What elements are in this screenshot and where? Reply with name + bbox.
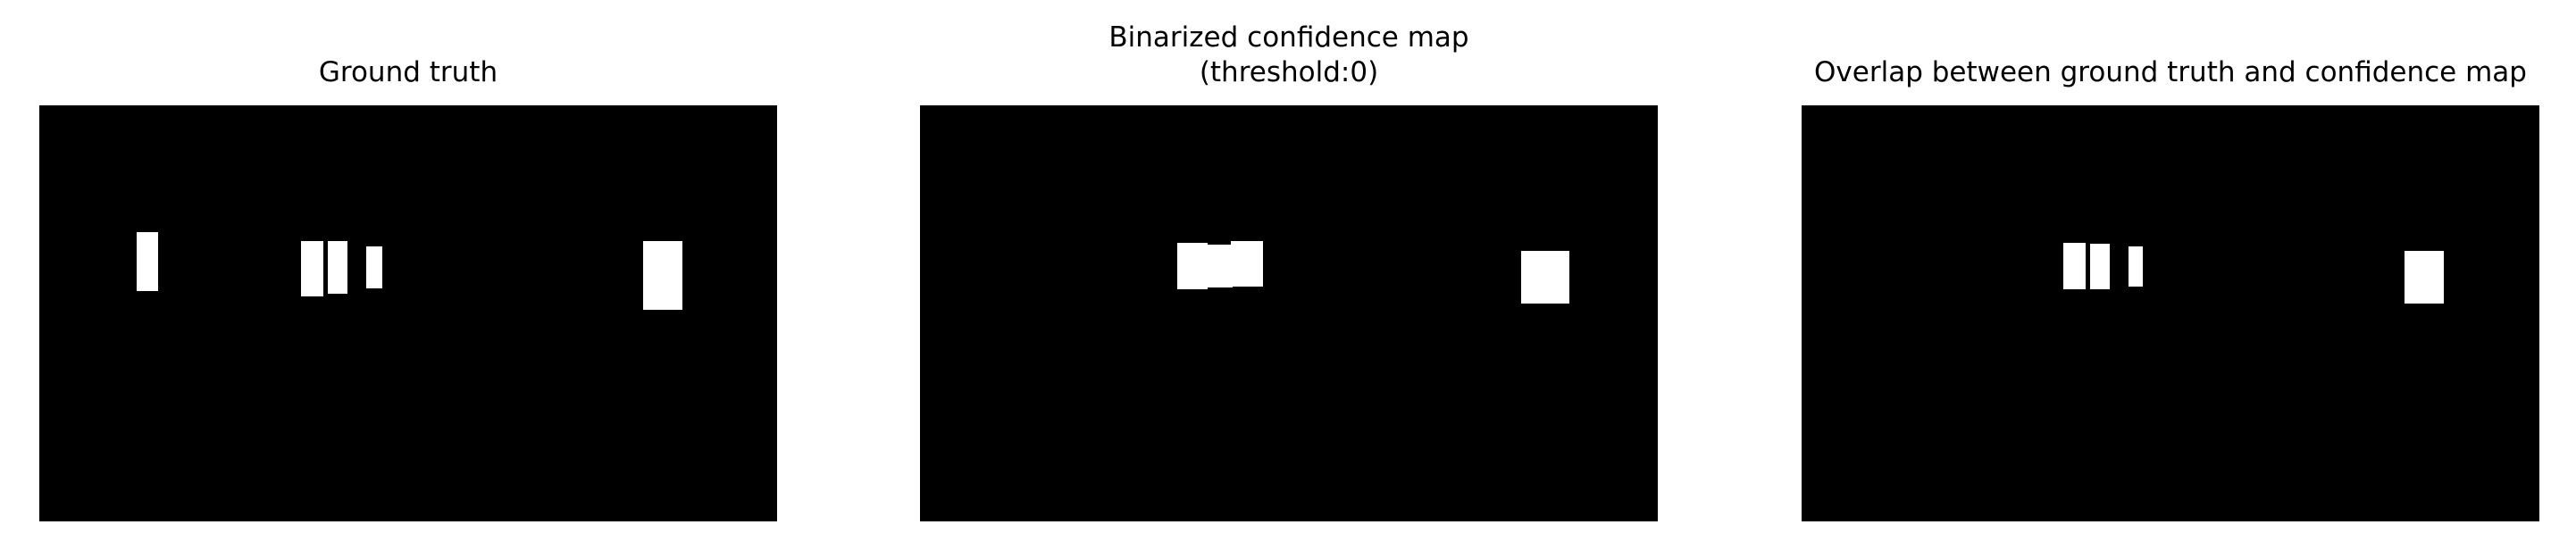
panel-title-ground-truth: Ground truth bbox=[318, 56, 498, 88]
ground-truth-image bbox=[39, 105, 777, 521]
mask-region bbox=[2129, 246, 2143, 287]
mask-region bbox=[366, 246, 382, 288]
mask-region bbox=[2090, 244, 2110, 289]
mask-region bbox=[2405, 251, 2444, 304]
mask-region bbox=[2063, 243, 2086, 289]
panel-title-overlap: Overlap between ground truth and confide… bbox=[1814, 56, 2527, 88]
confidence-map-image bbox=[920, 105, 1658, 521]
overlap-image bbox=[1802, 105, 2539, 521]
mask-region bbox=[137, 232, 158, 291]
mask-region bbox=[1521, 251, 1569, 304]
mask-region bbox=[643, 241, 682, 310]
mask-region bbox=[328, 241, 347, 294]
panel-title-confidence-map: Binarized confidence map (threshold:0) bbox=[1108, 21, 1469, 88]
mask-region bbox=[1177, 243, 1208, 289]
mask-region bbox=[1206, 245, 1233, 287]
mask-region bbox=[1231, 241, 1263, 287]
mask-region bbox=[301, 241, 323, 296]
